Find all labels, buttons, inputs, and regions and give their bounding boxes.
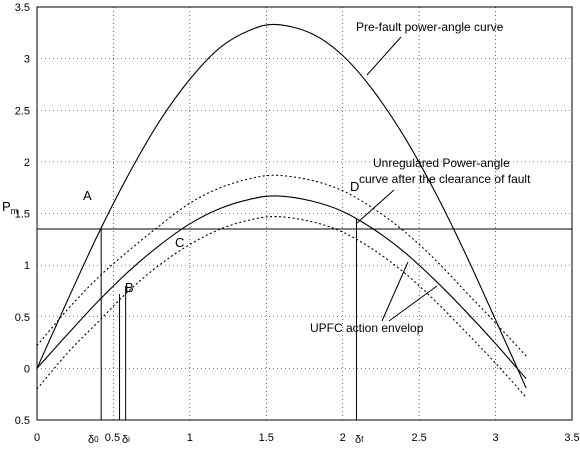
curve-2 [36, 195, 527, 380]
delta-0-label: δ0 [88, 434, 99, 446]
x-tick-label: 2.5 [411, 432, 426, 444]
curve-3 [36, 174, 527, 357]
delta-i-label: δi [122, 434, 130, 446]
x-tick-label: 1 [187, 432, 193, 444]
y-tick-label: 0 [24, 363, 30, 375]
pm-label: Pm [2, 199, 18, 216]
pointer-prefault [366, 36, 402, 76]
annotation-prefault: Pre-fault power-angle curve [356, 20, 504, 34]
y-tick-label: 2.5 [15, 105, 30, 117]
point-label-a: A [83, 188, 92, 203]
y-tick-label: 0.5 [15, 415, 30, 427]
y-tick-label: 1 [24, 260, 30, 272]
pointer-unregulated [356, 189, 395, 224]
annotation-upfc: UPFC action envelop [310, 321, 424, 335]
plot-frame [36, 6, 573, 421]
delta-f-label: δf [355, 434, 364, 446]
x-tick-label: 1.5 [259, 432, 274, 444]
markers [37, 218, 572, 420]
x-tick-label: 3 [493, 432, 499, 444]
pointer-upfc-2 [388, 285, 438, 322]
curve-1 [36, 23, 527, 389]
y-tick-label: 0.5 [15, 312, 30, 324]
point-label-b: B [125, 280, 134, 295]
curves [36, 23, 527, 398]
tick-labels: 0 0.5 1 1.5 2 2.5 3 3.5 0.5 0 0.5 1 1.5 2 2.5 3 3.5 [15, 2, 580, 444]
x-tick-label: 2 [340, 432, 346, 444]
y-tick-label: 3 [24, 54, 30, 66]
point-label-d: D [350, 179, 359, 194]
curve-4 [36, 215, 527, 398]
x-tick-label: 0.5 [105, 432, 120, 444]
y-tick-label: 3.5 [15, 2, 30, 14]
y-tick-label: 2 [24, 157, 30, 169]
grid [37, 7, 572, 420]
point-label-c: C [175, 235, 184, 250]
x-tick-label: 3.5 [564, 432, 579, 444]
x-tick-label: 0 [34, 432, 40, 444]
pointer-upfc-1 [381, 261, 409, 322]
y-tick-label: 1.5 [15, 209, 30, 221]
annotation-unregulated-2: curve after the clearance of fault [359, 172, 531, 186]
annotation-unregulated-1: Unregulared Power-angle [373, 156, 510, 170]
